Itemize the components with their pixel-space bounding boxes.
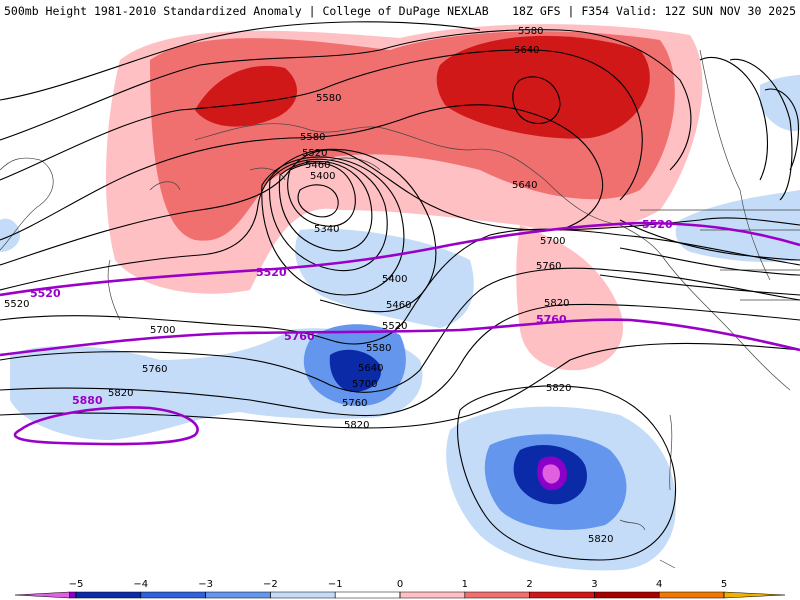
contour-label: 5580 (316, 93, 341, 104)
colorbar-swatch (69, 591, 77, 599)
contour-label: 5580 (300, 132, 325, 143)
colorbar-swatch (399, 591, 466, 599)
climo-label: 5760 (536, 313, 567, 326)
colorbar-tick-label: 3 (591, 579, 597, 590)
colorbar-tick-label: −5 (69, 579, 84, 590)
contour-label: 5520 (302, 148, 327, 159)
run-info: 18Z GFS | F354 Valid: 12Z SUN NOV 30 202… (512, 4, 796, 18)
colorbar-swatch (140, 591, 206, 599)
contour-label: 5820 (344, 420, 369, 431)
climo-label: 5520 (30, 287, 61, 300)
climo-label: 5880 (72, 394, 103, 407)
colorbar: −5 −4 −3 −2 −1 0 1 2 3 4 5 (14, 579, 786, 599)
colorbar-tick-label: 4 (656, 579, 662, 590)
contour-label: 5760 (342, 398, 367, 409)
climatology-contours (0, 221, 800, 446)
positive-anomaly-shading (105, 24, 703, 371)
contour-label: 5640 (358, 363, 383, 374)
anomaly-map[interactable]: 5580 5640 5580 5580 5520 5460 5400 5340 … (0, 20, 800, 576)
colorbar-tick-label: 2 (526, 579, 532, 590)
climo-label: 5520 (256, 266, 287, 279)
contour-label: 5700 (540, 236, 565, 247)
colorbar-swatch (334, 591, 401, 599)
colorbar-swatch (14, 591, 70, 599)
colorbar-tick-label: 5 (721, 579, 727, 590)
colorbar-swatches (14, 591, 786, 599)
contour-label: 5640 (514, 45, 539, 56)
colorbar-swatch (658, 591, 725, 599)
colorbar-swatch (270, 591, 336, 599)
colorbar-tick-label: −1 (328, 579, 343, 590)
contour-label: 5820 (108, 388, 133, 399)
contour-label: 5820 (588, 534, 613, 545)
colorbar-tick-label: 0 (397, 579, 403, 590)
colorbar-tick-label: 1 (462, 579, 468, 590)
contour-label: 5760 (536, 261, 561, 272)
colorbar-ticks: −5 −4 −3 −2 −1 0 1 2 3 4 5 (69, 579, 727, 598)
coastlines (0, 49, 800, 569)
contour-label: 5760 (142, 364, 167, 375)
contour-label: 5580 (366, 343, 391, 354)
contour-label: 5400 (382, 274, 407, 285)
height-contour-labels: 5580 5640 5580 5580 5520 5460 5400 5340 … (4, 26, 613, 545)
colorbar-swatch (594, 591, 660, 599)
map-title: 500mb Height 1981-2010 Standardized Anom… (4, 4, 489, 18)
colorbar-swatch (205, 591, 271, 599)
climo-label: 5760 (284, 330, 315, 343)
contour-label: 5820 (546, 383, 571, 394)
colorbar-swatch (723, 591, 786, 599)
contour-label: 5460 (305, 160, 330, 171)
contour-label: 5400 (310, 171, 335, 182)
colorbar-tick-label: −2 (263, 579, 278, 590)
contour-label: 5820 (544, 298, 569, 309)
map-area[interactable]: 5580 5640 5580 5580 5520 5460 5400 5340 … (0, 20, 800, 576)
colorbar-tick-label: −3 (198, 579, 213, 590)
climatology-labels: 5520 5520 5520 5760 5760 5880 (30, 218, 673, 407)
colorbar-swatch (75, 591, 142, 599)
contour-label: 5700 (352, 379, 377, 390)
colorbar-tick-label: −4 (133, 579, 148, 590)
contour-label: 5520 (382, 321, 407, 332)
contour-label: 5580 (518, 26, 543, 37)
contour-label: 5520 (4, 299, 29, 310)
climo-label: 5520 (642, 218, 673, 231)
contour-label: 5460 (386, 300, 411, 311)
height-contours (0, 21, 800, 561)
title-bar: 500mb Height 1981-2010 Standardized Anom… (0, 0, 800, 20)
contour-label: 5640 (512, 180, 537, 191)
contour-label: 5340 (314, 224, 339, 235)
colorbar-swatch (464, 591, 530, 599)
contour-label: 5700 (150, 325, 175, 336)
colorbar-swatch (529, 591, 595, 599)
